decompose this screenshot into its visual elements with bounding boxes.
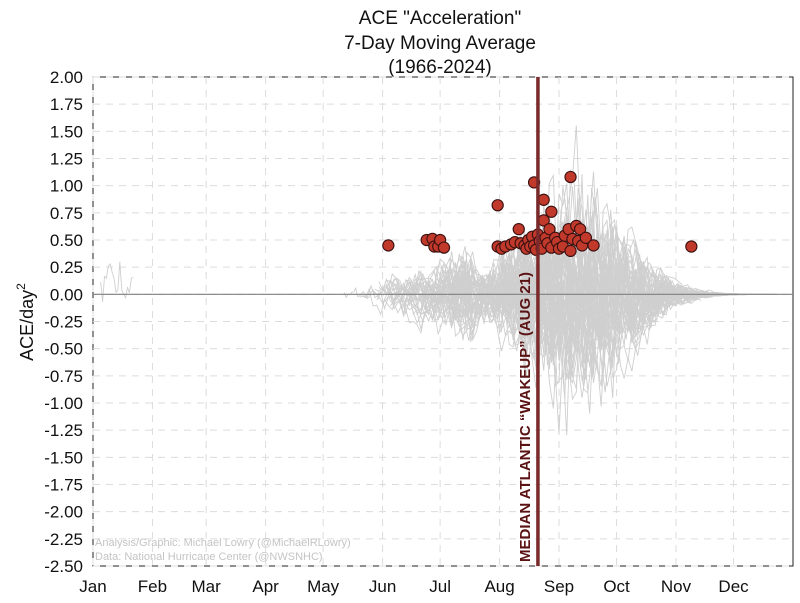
- y-tick-label: 1.75: [50, 95, 83, 114]
- y-tick-label: -0.75: [44, 367, 83, 386]
- x-tick-label: Nov: [661, 577, 692, 596]
- credit-line-1: Analysis/Graphic: Michael Lowry (@Michae…: [95, 537, 351, 549]
- y-tick-label: -1.50: [44, 448, 83, 467]
- x-tick-label: Jun: [369, 577, 396, 596]
- data-point: [587, 239, 600, 252]
- x-axis-ticks: Jan Feb Mar Apr May Jun Jul Aug Sep Oct Nov Dec: [79, 577, 749, 596]
- x-tick-label: Dec: [718, 577, 749, 596]
- y-tick-label: 1.50: [50, 122, 83, 141]
- background-trace: [100, 261, 134, 302]
- wakeup-label: MEDIAN ATLANTIC “WAKEUP” (AUG 21): [517, 272, 534, 562]
- background-trace: [359, 209, 759, 375]
- x-tick-label: Jul: [429, 577, 451, 596]
- data-point: [564, 170, 577, 184]
- data-point: [579, 231, 593, 244]
- data-point: [382, 239, 395, 252]
- x-tick-label: Apr: [252, 577, 279, 596]
- data-point: [543, 222, 556, 236]
- x-tick-label: Feb: [138, 577, 167, 596]
- data-point: [491, 199, 504, 212]
- chart-title-line-1: ACE "Acceleration": [359, 8, 521, 29]
- x-tick-label: Jan: [79, 577, 106, 596]
- y-tick-label: -2.25: [44, 530, 83, 549]
- y-tick-label: -1.75: [44, 476, 83, 495]
- grid: [92, 76, 793, 567]
- data-point: [512, 222, 525, 236]
- data-point: [537, 193, 550, 206]
- data-point: [545, 205, 558, 218]
- data-point: [564, 244, 577, 258]
- data-point: [573, 222, 587, 236]
- y-tick-label: 1.25: [50, 150, 83, 169]
- background-trace: [422, 186, 700, 342]
- data-point: [437, 241, 451, 254]
- data-point: [685, 240, 698, 253]
- x-tick-label: Sep: [544, 577, 574, 596]
- y-axis-label-text: ACE/day: [17, 290, 37, 361]
- y-tick-label: 0.00: [50, 285, 83, 304]
- y-tick-label: 0.75: [50, 204, 83, 223]
- y-tick-label: -2.50: [44, 557, 83, 576]
- credit: Analysis/Graphic: Michael Lowry (@Michae…: [95, 537, 351, 563]
- chart-title: ACE "Acceleration" 7-Day Moving Average …: [344, 8, 536, 78]
- credit-line-2: Data: National Hurricane Center (@NWSNHC…: [95, 551, 323, 563]
- x-tick-label: May: [307, 577, 340, 596]
- y-tick-label: -0.25: [44, 313, 83, 332]
- y-tick-label: 0.25: [50, 258, 83, 277]
- chart-title-line-2: 7-Day Moving Average: [344, 33, 536, 54]
- y-axis-label: ACE/day2: [14, 283, 37, 361]
- x-tick-label: Mar: [192, 577, 222, 596]
- x-tick-label: Aug: [484, 577, 514, 596]
- y-tick-label: 0.50: [50, 231, 83, 250]
- y-tick-label: 2.00: [50, 68, 83, 87]
- background-trace: [458, 231, 763, 436]
- data-points: [382, 170, 698, 258]
- y-axis-ticks: 2.00 1.75 1.50 1.25 1.00 0.75 0.50 0.25 0.00 -0.2…: [44, 68, 83, 576]
- x-tick-label: Oct: [603, 577, 630, 596]
- y-tick-label: -2.00: [44, 503, 83, 522]
- y-tick-label: 1.00: [50, 177, 83, 196]
- y-tick-label: -1.25: [44, 421, 83, 440]
- y-tick-label: -0.50: [44, 340, 83, 359]
- y-tick-label: -1.00: [44, 394, 83, 413]
- chart-title-line-3: (1966-2024): [388, 57, 492, 78]
- y-axis-label-superscript: 2: [14, 283, 28, 290]
